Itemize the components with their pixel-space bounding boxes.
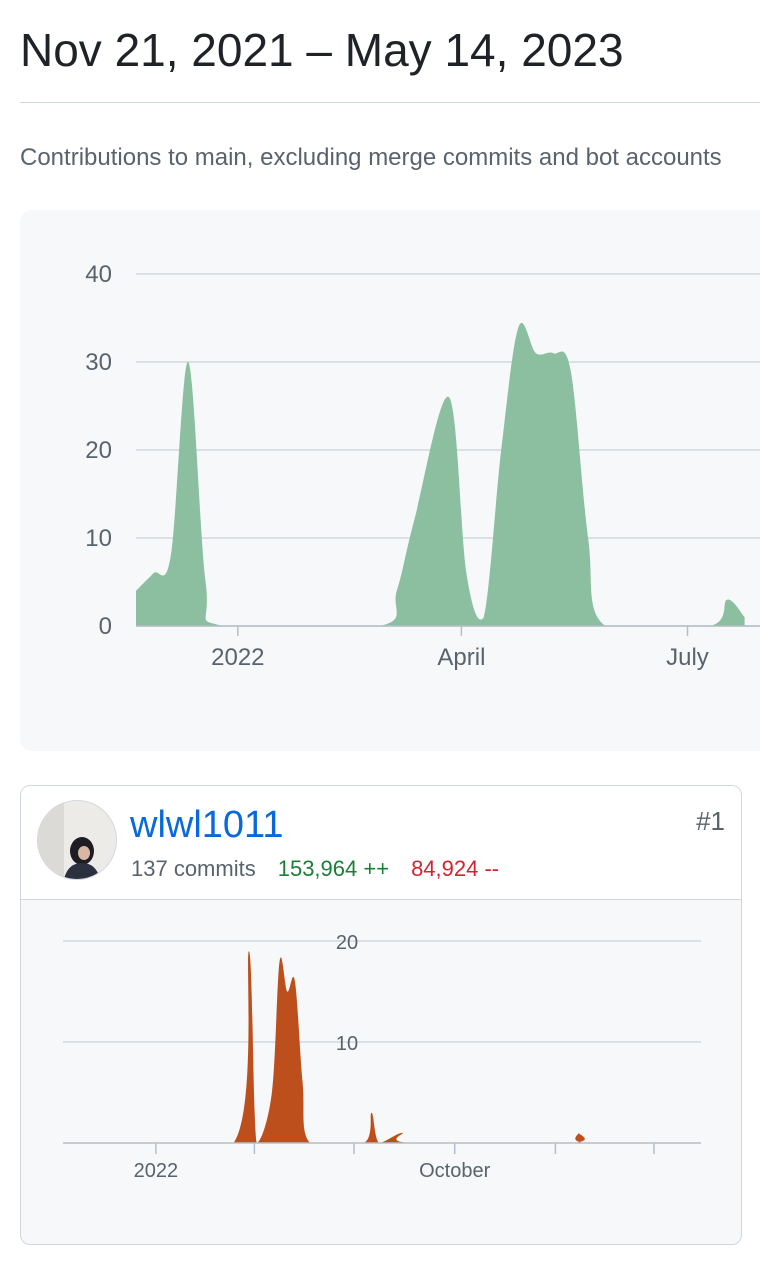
x-tick-label: October [419,1160,490,1182]
y-tick-label: 20 [336,932,358,954]
commits-area [136,322,745,626]
main-chart-svg: 0 10 20 30 40 2022 April July [85,261,760,671]
title-divider [20,102,760,103]
y-tick-label: 0 [99,613,112,640]
commits-area [111,951,701,1143]
additions-count: 153,964 ++ [277,856,390,881]
x-tick-label: April [437,644,485,671]
deletions-count: 84,924 -- [411,856,500,881]
x-tick-label: July [666,644,709,671]
page-title: Nov 21, 2021 – May 14, 2023 [20,24,624,76]
commit-count[interactable]: 137 commits [131,856,256,881]
contributor-username-link[interactable]: wlwl1011 [130,804,284,846]
chart-description: Contributions to main, excluding merge c… [20,144,722,171]
contributor-commits-chart: 10 20 2022 October [21,900,741,1244]
y-tick-label: 10 [336,1033,358,1055]
avatar[interactable] [37,800,117,880]
contributor-card: wlwl1011 137 commits 153,964 ++ 84,924 -- … [20,785,742,1245]
x-tick-label: 2022 [134,1160,179,1182]
y-tick-label: 10 [85,525,112,552]
contributor-stats: 137 commits 153,964 ++ 84,924 -- [131,855,499,883]
y-tick-label: 40 [85,261,112,288]
y-tick-label: 20 [85,437,112,464]
avatar-photo-icon [38,801,116,879]
contributor-rank: #1 [696,806,725,836]
contributor-chart-svg: 10 20 2022 October [63,932,701,1182]
commits-over-time-chart: 0 10 20 30 40 2022 April July [20,210,760,751]
x-tick-label: 2022 [211,644,264,671]
contributor-card-header: wlwl1011 137 commits 153,964 ++ 84,924 -- … [21,786,741,900]
y-tick-label: 30 [85,349,112,376]
